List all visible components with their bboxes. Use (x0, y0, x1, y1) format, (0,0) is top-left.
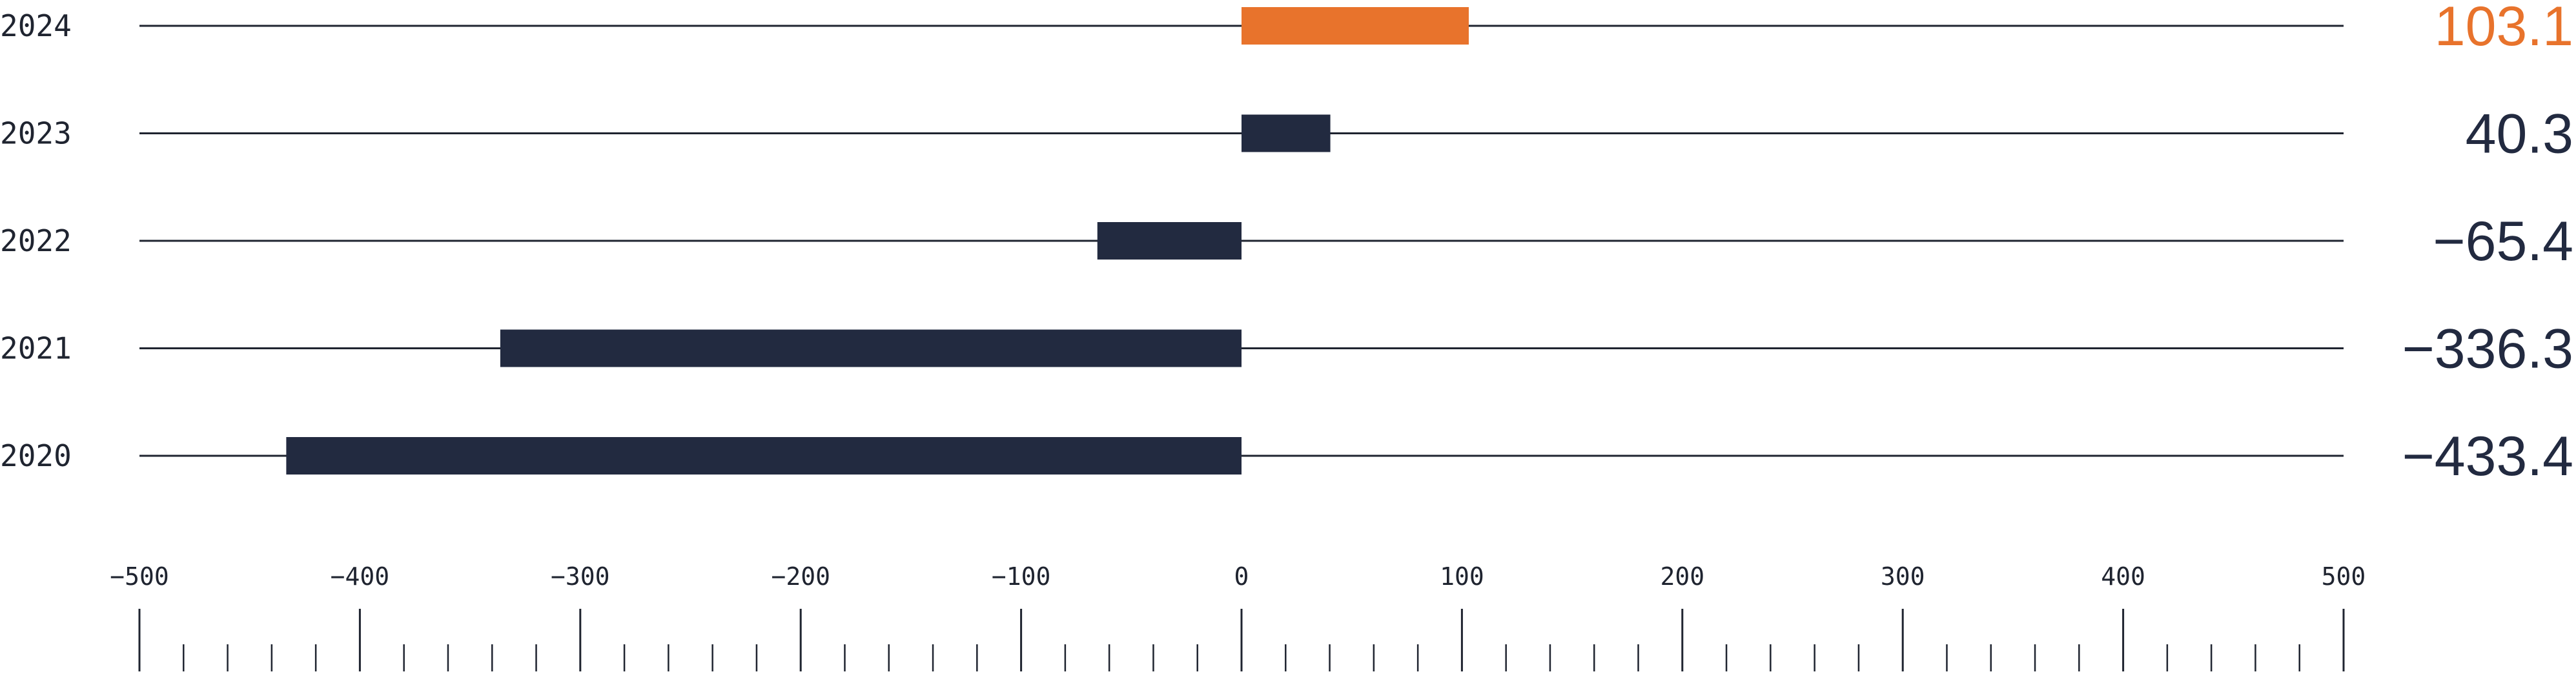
x-tick-label: 500 (2322, 562, 2366, 591)
x-tick-label: 300 (1881, 562, 1925, 591)
chart-rows: 2024 103.1 2023 40.3 2022 −65.4 2021 −336.3 2020… (0, 0, 2573, 487)
x-tick-label: 200 (1660, 562, 1704, 591)
bar-2024 (1242, 7, 1469, 45)
x-tick-label: −200 (771, 562, 830, 591)
x-tick-label: −400 (331, 562, 390, 591)
value-label-2023: 40.3 (2466, 103, 2573, 165)
x-axis: −500 −400 −300 −200 −100 0 100 200 300 400 500 (110, 562, 2366, 671)
x-tick-label: 400 (2101, 562, 2145, 591)
bar-2021 (500, 329, 1242, 367)
category-label-2023: 2023 (0, 116, 72, 151)
bar-2023 (1242, 114, 1331, 152)
x-tick-label: −500 (110, 562, 169, 591)
x-tick-label: 0 (1234, 562, 1249, 591)
value-label-2024: 103.1 (2435, 0, 2573, 57)
category-label-2024: 2024 (0, 8, 72, 43)
value-label-2022: −65.4 (2433, 210, 2573, 272)
x-tick-label: −300 (551, 562, 610, 591)
bar-2020 (286, 437, 1242, 475)
category-label-2022: 2022 (0, 223, 72, 258)
category-label-2021: 2021 (0, 331, 72, 366)
x-tick-label: 100 (1440, 562, 1484, 591)
value-label-2020: −433.4 (2402, 425, 2573, 487)
category-label-2020: 2020 (0, 438, 72, 473)
x-tick-label: −100 (992, 562, 1051, 591)
value-label-2021: −336.3 (2402, 318, 2573, 380)
bar-2022 (1097, 222, 1242, 260)
